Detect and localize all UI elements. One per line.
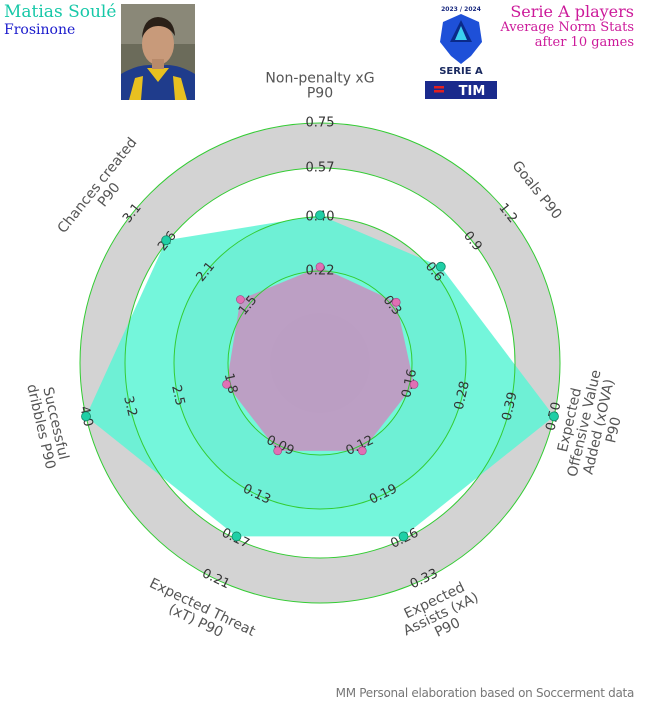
chart-title-block: Serie A players Average Norm Stats after… xyxy=(500,2,634,51)
ring-line-3 xyxy=(124,167,516,559)
logo-season: 2023 / 2024 xyxy=(441,6,481,13)
chart-subtitle-line-1: Average Norm Stats xyxy=(500,20,634,36)
average-point xyxy=(409,380,419,389)
player-photo xyxy=(121,4,195,100)
logo-league: SERIE A xyxy=(439,66,483,77)
tick-label: 3.2 xyxy=(120,395,139,419)
tick-label: 0.28 xyxy=(452,380,473,412)
average-point xyxy=(273,446,282,456)
axis-label: ExpectedOffensive ValueAdded (xOVA)P90 xyxy=(550,365,634,485)
player-point xyxy=(398,531,409,542)
player-point xyxy=(549,411,559,422)
average-point xyxy=(391,297,401,307)
tick-label: 0.16 xyxy=(399,368,420,400)
logo-sponsor: TIM xyxy=(459,84,486,99)
player-point xyxy=(81,411,91,422)
axis-label: ExpectedAssists (xA)P90 xyxy=(394,576,487,653)
player-point xyxy=(435,261,446,272)
source-credit: MM Personal elaboration based on Soccerm… xyxy=(335,686,635,700)
tick-label: 0.75 xyxy=(306,116,335,131)
player-point xyxy=(231,531,242,542)
player-name: Matias Soulé xyxy=(4,2,117,22)
axis-label: Successfuldribbles P90 xyxy=(23,379,73,471)
serie-a-logo: 2023 / 2024 SERIE A TIM xyxy=(424,4,498,100)
average-point xyxy=(222,380,231,389)
tick-label: 0.57 xyxy=(306,161,335,176)
average-point xyxy=(358,446,367,456)
average-area xyxy=(226,266,415,451)
player-point xyxy=(161,235,172,246)
chart-title: Serie A players xyxy=(510,2,634,21)
tick-label: 2.5 xyxy=(168,384,187,408)
player-team: Frosinone xyxy=(4,22,76,38)
ring-line-4 xyxy=(79,122,561,604)
tick-label: 0.39 xyxy=(500,391,521,423)
chart-subtitle-line-2: after 10 games xyxy=(534,35,634,51)
axis-label: Non-penalty xG P90 xyxy=(265,71,374,102)
average-point xyxy=(315,262,325,272)
player-point xyxy=(315,210,325,221)
average-point xyxy=(236,295,245,304)
